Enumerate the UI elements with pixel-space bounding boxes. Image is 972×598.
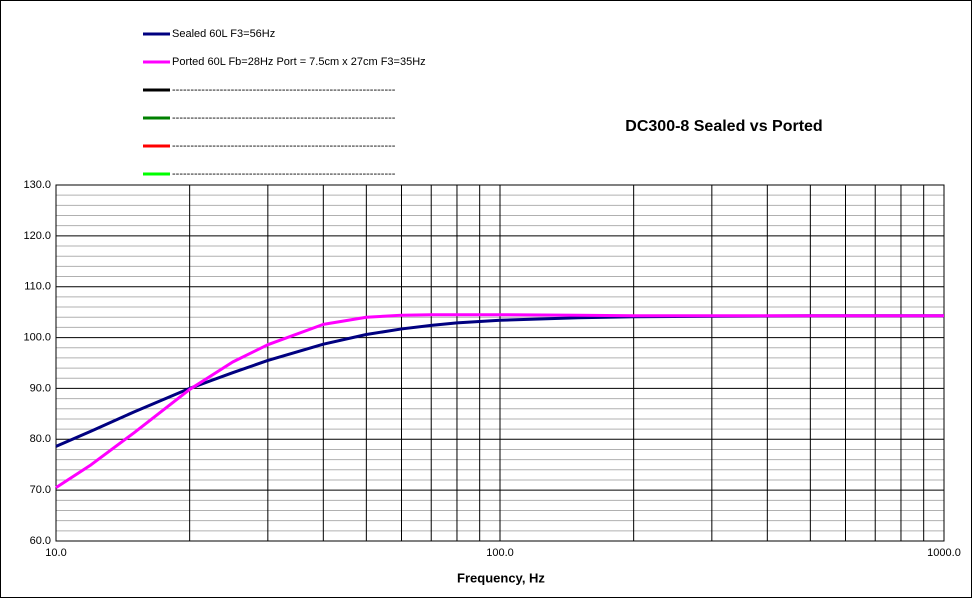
- chart-title: DC300-8 Sealed vs Ported: [625, 118, 822, 135]
- y-tick-label: 110.0: [24, 281, 51, 293]
- y-tick-label: 100.0: [23, 331, 51, 343]
- plot-border: [55, 184, 945, 542]
- x-tick-label: 1000.0: [927, 547, 961, 559]
- y-tick-label: 80.0: [30, 433, 51, 445]
- y-tick-label: 60.0: [30, 535, 51, 547]
- x-tick-label: 100.0: [486, 547, 514, 559]
- y-tick-label: 120.0: [23, 230, 51, 242]
- legend-label: Ported 60L Fb=28Hz Port = 7.5cm x 27cm F…: [172, 56, 426, 68]
- legend-label: Sealed 60L F3=56Hz: [172, 28, 275, 40]
- legend-label: ----------------------------------------…: [172, 84, 396, 96]
- y-tick-label: 90.0: [30, 382, 51, 394]
- y-tick-label: 130.0: [23, 179, 51, 191]
- legend-label: ----------------------------------------…: [172, 168, 396, 180]
- x-tick-label: 10.0: [45, 547, 66, 559]
- series-line: [55, 313, 944, 489]
- legend-label: ----------------------------------------…: [172, 112, 396, 124]
- legend-label: ----------------------------------------…: [172, 140, 396, 152]
- x-axis-title: Frequency, Hz: [457, 570, 545, 585]
- y-tick-label: 70.0: [30, 484, 51, 496]
